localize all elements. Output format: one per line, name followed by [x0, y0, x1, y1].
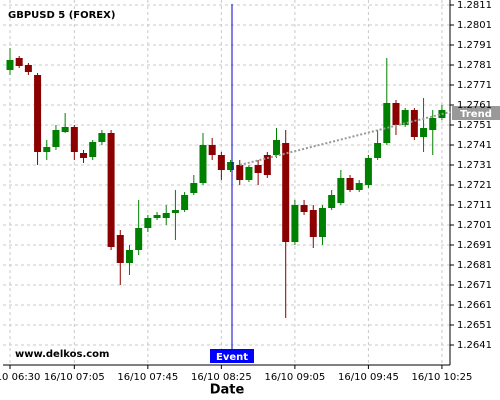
y-tick-label: 1.2791: [457, 40, 492, 51]
x-tick-label: 16/10 09:45: [338, 372, 399, 383]
candle-body: [374, 143, 382, 158]
y-tick-label: 1.2641: [457, 340, 492, 351]
candle-body: [364, 158, 372, 185]
candle-body: [89, 142, 97, 157]
y-tick-label: 1.2801: [457, 20, 492, 31]
y-tick-label: 1.2661: [457, 300, 492, 311]
y-tick-label: 1.2651: [457, 320, 492, 331]
candle-body: [337, 178, 345, 203]
y-tick-label: 1.2671: [457, 280, 492, 291]
candle-body: [346, 178, 354, 190]
y-tick-label: 1.2761: [457, 100, 492, 111]
event-box: [210, 349, 254, 363]
candle-body: [199, 145, 207, 183]
candles: [6, 48, 446, 318]
y-tick-label: 1.2681: [457, 260, 492, 271]
candle-body: [254, 165, 262, 173]
candle-body: [52, 130, 60, 147]
candle-body: [355, 183, 363, 190]
candle-body: [236, 165, 244, 180]
candle-body: [61, 127, 69, 132]
candle-body: [282, 143, 290, 242]
x-tick-label: 16/10 09:05: [264, 372, 325, 383]
y-tick-label: 1.2731: [457, 160, 492, 171]
candle-body: [227, 162, 235, 170]
candle-body: [392, 103, 400, 125]
candle-body: [300, 205, 308, 212]
watermark: www.delkos.com: [15, 349, 109, 360]
x-tick-label: 16/10 10:25: [412, 372, 473, 383]
candle-body: [309, 210, 317, 237]
candle-body: [245, 167, 253, 180]
candle-body: [6, 60, 14, 70]
candle-body: [420, 128, 428, 137]
y-tick-label: 1.2781: [457, 60, 492, 71]
candle-body: [190, 183, 198, 193]
candle-body: [217, 155, 225, 170]
candle-body: [15, 58, 23, 66]
candle-body: [208, 145, 216, 155]
candle-body: [107, 133, 115, 247]
y-tick-label: 1.2741: [457, 140, 492, 151]
x-tick-label: 16/10 08:25: [191, 372, 252, 383]
candle-body: [144, 218, 152, 228]
trend-label: Trend: [460, 109, 492, 120]
chart-title: GBPUSD 5 (FOREX): [8, 10, 115, 21]
candle-body: [291, 205, 299, 242]
x-axis-title: Date: [210, 383, 245, 398]
candle-body: [383, 103, 391, 143]
x-tick-label: 16/10 07:45: [117, 372, 178, 383]
x-tick-label: 16/10 07:05: [44, 372, 105, 383]
candle-body: [80, 153, 88, 158]
candle-body: [429, 118, 437, 130]
y-tick-label: 1.2691: [457, 240, 492, 251]
candle-body: [98, 133, 106, 142]
y-tick-label: 1.2721: [457, 180, 492, 191]
candle-body: [171, 210, 179, 213]
x-tick-label: 16/10 06:30: [0, 372, 40, 383]
candle-body: [24, 65, 32, 72]
y-tick-label: 1.2701: [457, 220, 492, 231]
trend-line: [239, 111, 451, 166]
candle-body: [153, 215, 161, 218]
y-tick-label: 1.2811: [457, 0, 492, 11]
candle-body: [34, 75, 42, 152]
candle-body: [263, 155, 271, 175]
candle-body: [70, 127, 78, 152]
candle-body: [328, 195, 336, 208]
candle-body: [125, 250, 133, 263]
candle-body: [181, 195, 189, 210]
candle-body: [162, 213, 170, 218]
y-tick-label: 1.2771: [457, 80, 492, 91]
y-tick-label: 1.2711: [457, 200, 492, 211]
candle-body: [273, 140, 281, 155]
event-label: Event: [216, 352, 248, 363]
candle-body: [135, 228, 143, 250]
trend-box: [452, 106, 500, 120]
candle-body: [318, 208, 326, 237]
candle-body: [116, 235, 124, 263]
candle-body: [410, 110, 418, 137]
candle-body: [401, 110, 409, 125]
candle-body: [43, 147, 51, 152]
y-tick-label: 1.2751: [457, 120, 492, 131]
